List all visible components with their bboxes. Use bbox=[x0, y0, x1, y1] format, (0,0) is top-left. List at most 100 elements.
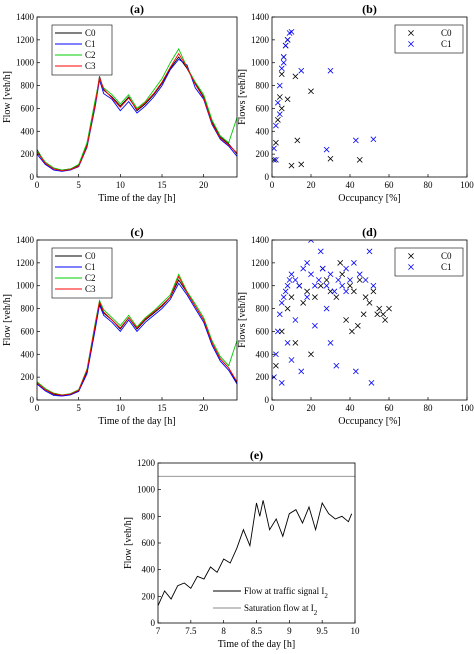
x-tick-label: 20 bbox=[199, 403, 209, 413]
data-point bbox=[339, 282, 346, 289]
data-point bbox=[374, 311, 381, 318]
data-point bbox=[274, 328, 281, 335]
panel-title: (d) bbox=[362, 225, 377, 239]
y-axis-label: Flow [veh/h] bbox=[2, 294, 13, 346]
series-line-c2 bbox=[37, 48, 237, 171]
data-point bbox=[278, 105, 285, 112]
x-tick-label: 0 bbox=[270, 403, 275, 413]
y-tick-label: 0 bbox=[30, 172, 35, 182]
x-tick-label: 40 bbox=[346, 403, 356, 413]
y-axis-label: Flows [veh/h] bbox=[237, 292, 248, 348]
data-point bbox=[366, 299, 373, 306]
plot-area bbox=[37, 48, 237, 172]
data-point bbox=[308, 351, 314, 358]
data-point bbox=[282, 288, 289, 295]
y-tick-label: 200 bbox=[256, 372, 270, 382]
legend-label: C0 bbox=[85, 28, 96, 38]
x-tick-label: 5 bbox=[76, 180, 81, 190]
data-point bbox=[331, 288, 338, 295]
axes-box bbox=[271, 16, 468, 178]
y-tick-label: 1400 bbox=[251, 12, 270, 22]
data-point bbox=[370, 288, 377, 295]
x-axis-label: Occupancy [%] bbox=[338, 193, 400, 204]
data-point bbox=[333, 362, 340, 369]
y-tick-label: 0 bbox=[265, 395, 270, 405]
data-point bbox=[352, 137, 359, 144]
y-tick-label: 0 bbox=[30, 395, 35, 405]
data-point bbox=[317, 248, 324, 255]
x-tick-label: 9.5 bbox=[317, 626, 329, 636]
data-point bbox=[274, 99, 281, 106]
plot-area bbox=[272, 240, 392, 386]
data-point bbox=[360, 311, 367, 318]
data-point bbox=[323, 277, 330, 283]
data-point bbox=[323, 146, 330, 153]
data-point bbox=[362, 294, 369, 301]
y-tick-label: 1200 bbox=[251, 35, 270, 45]
data-point bbox=[304, 288, 310, 295]
y-axis-label: Flows [veh/h] bbox=[237, 69, 248, 125]
x-tick-label: 15 bbox=[158, 180, 168, 190]
data-point bbox=[273, 139, 279, 146]
x-axis-label: Time of the day [h] bbox=[98, 416, 175, 427]
data-point bbox=[276, 311, 283, 318]
data-point bbox=[356, 271, 363, 278]
y-tick-label: 0 bbox=[151, 618, 156, 628]
x-tick-label: 20 bbox=[199, 180, 209, 190]
data-point bbox=[337, 259, 344, 266]
data-point bbox=[386, 305, 392, 312]
data-point bbox=[278, 65, 285, 72]
data-point bbox=[298, 67, 305, 74]
data-point bbox=[273, 156, 279, 163]
x-tick-label: 0 bbox=[35, 180, 40, 190]
data-point bbox=[317, 282, 324, 289]
data-point bbox=[292, 317, 299, 323]
data-point bbox=[288, 357, 295, 363]
y-tick-label: 1200 bbox=[16, 258, 35, 268]
x-tick-label: 60 bbox=[385, 403, 395, 413]
x-tick-label: 10 bbox=[116, 180, 126, 190]
data-point bbox=[312, 294, 318, 301]
panel-title: (a) bbox=[130, 2, 144, 16]
data-point bbox=[288, 271, 295, 278]
x-tick-label: 60 bbox=[385, 180, 395, 190]
data-point bbox=[343, 265, 349, 272]
data-point bbox=[370, 282, 377, 289]
data-point bbox=[292, 277, 299, 283]
data-point bbox=[284, 339, 291, 346]
x-tick-label: 8 bbox=[221, 626, 226, 636]
data-point bbox=[276, 94, 283, 100]
data-point bbox=[278, 71, 285, 78]
data-point bbox=[282, 42, 289, 49]
legend-label: C3 bbox=[85, 61, 96, 71]
y-tick-label: 600 bbox=[21, 326, 35, 336]
data-point bbox=[312, 282, 318, 289]
data-point bbox=[308, 88, 314, 95]
legend-label: C1 bbox=[85, 262, 96, 272]
data-point bbox=[362, 277, 369, 283]
data-point bbox=[298, 368, 305, 375]
y-tick-label: 200 bbox=[142, 591, 156, 601]
legend-marker bbox=[408, 30, 414, 36]
data-point bbox=[315, 277, 322, 283]
data-point bbox=[280, 54, 287, 60]
y-tick-label: 800 bbox=[21, 304, 35, 314]
data-point bbox=[368, 379, 375, 386]
y-tick-label: 1400 bbox=[16, 12, 35, 22]
x-axis-label: Time of the day [h] bbox=[98, 193, 175, 204]
data-point bbox=[300, 265, 307, 272]
data-point bbox=[319, 265, 326, 272]
data-point bbox=[274, 116, 281, 123]
data-point bbox=[288, 294, 295, 301]
data-point bbox=[343, 288, 349, 295]
data-point bbox=[304, 259, 310, 266]
x-tick-label: 80 bbox=[424, 403, 434, 413]
data-point bbox=[323, 305, 330, 312]
data-point bbox=[300, 299, 307, 306]
legend-label: C1 bbox=[441, 39, 452, 49]
x-tick-label: 0 bbox=[270, 180, 275, 190]
legend-label: C0 bbox=[441, 251, 452, 261]
x-tick-label: 40 bbox=[346, 180, 356, 190]
y-axis-label: Flow [veh/h] bbox=[123, 517, 134, 569]
